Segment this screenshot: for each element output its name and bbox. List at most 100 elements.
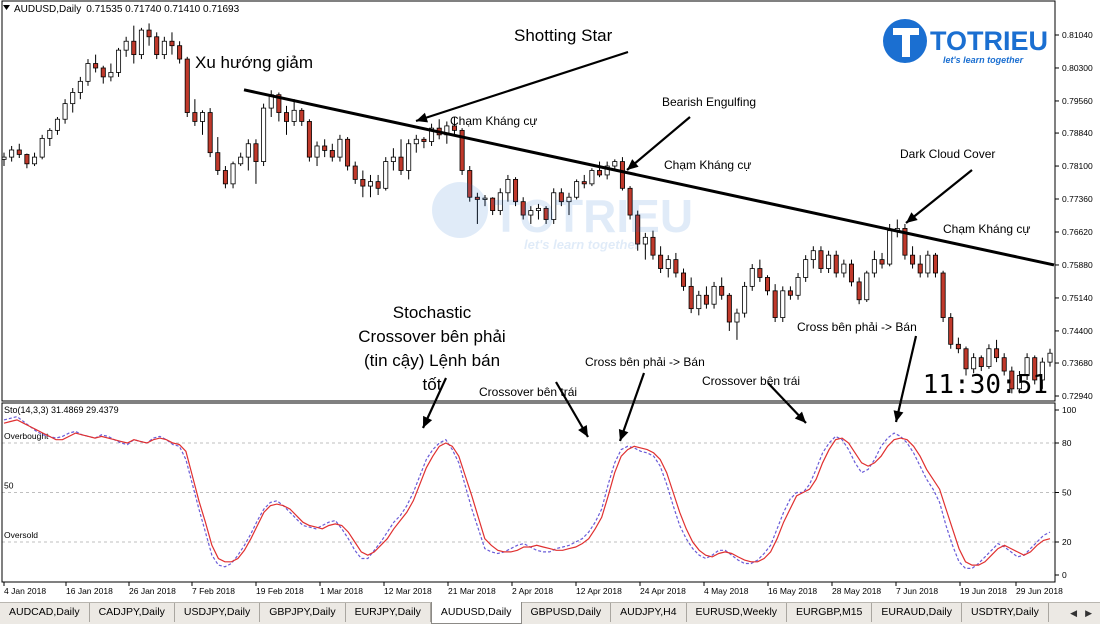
level-label-mid: 50 (4, 481, 14, 491)
stochastic-tick-label: 50 (1062, 488, 1072, 498)
bullish-candle (138, 29, 144, 56)
bearish-candle (658, 254, 664, 269)
bullish-candle (864, 272, 870, 301)
collapse-triangle-icon[interactable] (3, 5, 10, 10)
bullish-candle (803, 259, 809, 278)
bearish-candle (963, 348, 969, 370)
bullish-candle (1024, 357, 1030, 376)
tab-euraud[interactable]: EURAUD,Daily (872, 603, 962, 622)
bullish-candle (482, 197, 488, 200)
tab-eurusd[interactable]: EURUSD,Weekly (687, 603, 788, 622)
bearish-candle (375, 181, 381, 189)
arrowhead-icon (423, 415, 433, 428)
tab-usdtry[interactable]: USDTRY,Daily (962, 603, 1049, 622)
date-tick-label: 28 May 2018 (832, 586, 881, 596)
bullish-candle (413, 138, 419, 145)
bullish-candle (971, 357, 977, 370)
bullish-candle (390, 156, 396, 162)
bearish-candle (681, 272, 687, 287)
price-tick-label: 0.76620 (1062, 227, 1093, 237)
annotation-label: Chạm Kháng cự (450, 114, 537, 128)
tab-audcad[interactable]: AUDCAD,Daily (0, 603, 90, 622)
bearish-candle (543, 207, 549, 220)
bearish-candle (1032, 357, 1038, 381)
bullish-candle (642, 236, 648, 245)
bearish-candle (467, 170, 473, 198)
price-tick-label: 0.78100 (1062, 161, 1093, 171)
bearish-candle (306, 121, 312, 158)
totrieu-logo: TOTRIEU let's learn together (883, 19, 1048, 65)
tab-gbpjpy[interactable]: GBPJPY,Daily (260, 603, 346, 622)
date-tick-label: 16 May 2018 (768, 586, 817, 596)
bullish-candle (497, 192, 503, 211)
bearish-candle (329, 150, 335, 158)
annotations-layer: Xu hướng giảm Shotting Star Chạm Kháng cự B… (195, 26, 1030, 442)
bullish-candle (47, 129, 53, 139)
svg-text:TOTRIEU: TOTRIEU (492, 190, 693, 242)
level-label-overbought: Overbought (4, 431, 49, 441)
bullish-candle (1, 156, 7, 160)
annotation-arrow (905, 169, 973, 224)
price-tick-label: 0.75140 (1062, 293, 1093, 303)
arrowhead-icon (893, 410, 904, 422)
bearish-candle (772, 290, 778, 318)
arrowhead-icon (906, 212, 918, 223)
bearish-candle (474, 196, 480, 200)
bullish-candle (1016, 375, 1022, 390)
bearish-candle (352, 165, 358, 180)
bullish-candle (261, 107, 267, 162)
bearish-candle (16, 149, 22, 155)
bullish-candle (383, 161, 389, 189)
stochastic-tick-label: 0 (1062, 570, 1067, 580)
logo-brand: TOTRIEU (930, 26, 1048, 56)
bullish-candle (314, 145, 320, 158)
bearish-candle (703, 294, 709, 305)
bearish-candle (719, 285, 725, 296)
bullish-candle (123, 40, 129, 51)
bearish-candle (24, 154, 30, 165)
bearish-candle (253, 143, 259, 162)
annotation-label: Crossover bên trái (702, 374, 800, 388)
watermark: TOTRIEU let's learn together (432, 182, 693, 252)
stochastic-signal-line (3, 415, 1051, 570)
scroll-left-icon[interactable]: ◀ (1070, 608, 1078, 618)
bearish-candle (207, 112, 213, 154)
logo-t-mark (893, 28, 919, 57)
bearish-candle (932, 254, 938, 274)
bullish-candle (749, 268, 755, 287)
date-tick-label: 26 Jan 2018 (129, 586, 176, 596)
bearish-candle (765, 277, 771, 292)
bullish-candle (406, 143, 412, 171)
bearish-candle (581, 181, 587, 185)
tab-usdjpy[interactable]: USDJPY,Daily (175, 603, 261, 622)
bearish-candle (421, 138, 427, 142)
bearish-candle (131, 40, 137, 56)
annotation-label: Dark Cloud Cover (900, 147, 995, 161)
annotation-label: tốt (423, 375, 442, 394)
chart-canvas[interactable]: Overbought 50 Oversold 0.81040 0.80300 0.795… (0, 0, 1100, 602)
bullish-candle (70, 92, 76, 105)
bearish-candle (1009, 370, 1015, 390)
date-tick-label: 7 Feb 2018 (192, 586, 235, 596)
tab-audjpy[interactable]: AUDJPY,H4 (611, 603, 687, 622)
tab-gbpusd[interactable]: GBPUSD,Daily (522, 603, 612, 622)
bullish-candle (925, 254, 931, 274)
tab-cadjpy[interactable]: CADJPY,Daily (90, 603, 175, 622)
bearish-candle (787, 290, 793, 296)
arrowhead-icon (578, 425, 588, 437)
bullish-candle (841, 263, 847, 274)
tab-eurgbp[interactable]: EURGBP,M15 (787, 603, 873, 622)
bearish-candle (459, 129, 465, 171)
tab-audusd[interactable]: AUDUSD,Daily (430, 602, 522, 624)
bullish-candle (795, 277, 801, 296)
bullish-candle (116, 49, 122, 73)
bullish-candle (780, 290, 786, 318)
scroll-right-icon[interactable]: ▶ (1085, 608, 1092, 618)
date-tick-label: 16 Jan 2018 (66, 586, 113, 596)
tab-eurjpy[interactable]: EURJPY,Daily (346, 603, 431, 622)
date-tick-label: 7 Jun 2018 (896, 586, 938, 596)
bearish-candle (146, 29, 152, 38)
bullish-candle (1047, 352, 1053, 363)
bullish-candle (108, 72, 114, 78)
price-tick-label: 0.79560 (1062, 96, 1093, 106)
